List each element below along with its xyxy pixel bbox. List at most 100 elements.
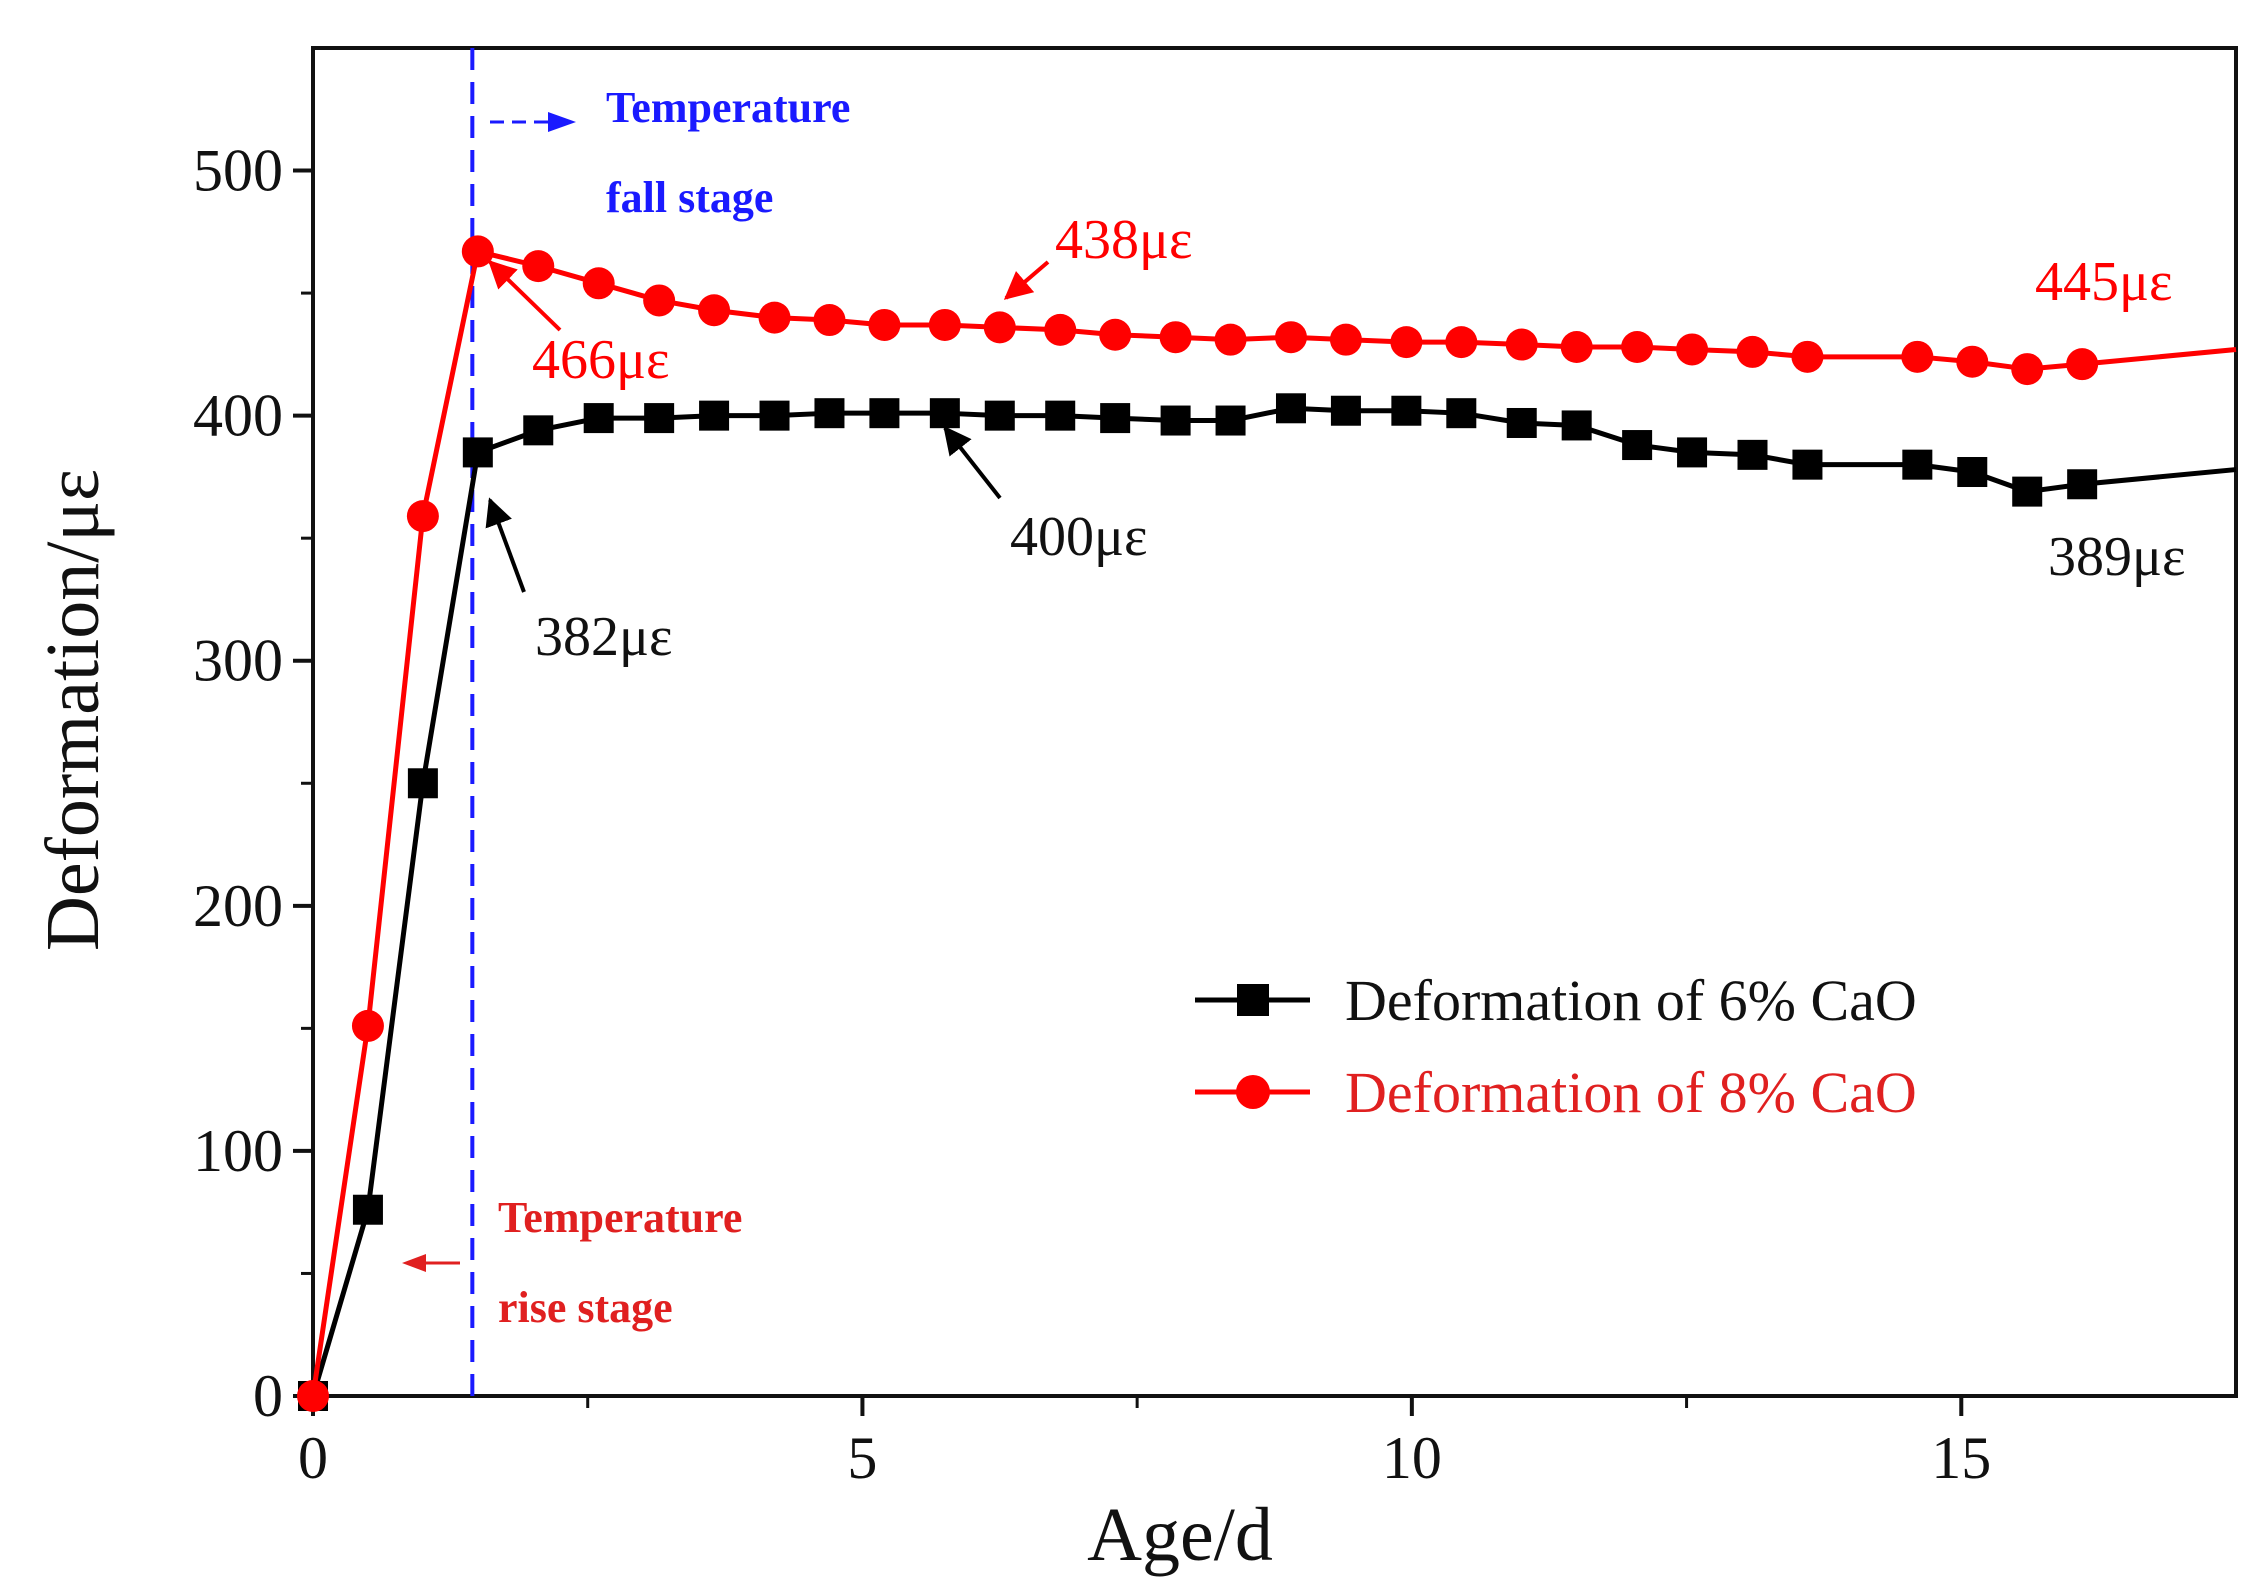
data-point [1622, 430, 1653, 461]
data-point [928, 308, 961, 341]
legend-swatch-marker-6pct [1237, 984, 1269, 1016]
stage-fall-line2: fall stage [606, 173, 773, 222]
data-point [1100, 403, 1131, 434]
annotation-466: 466με [532, 329, 670, 391]
data-point [1215, 405, 1246, 436]
data-point [1045, 400, 1076, 431]
data-point [1901, 340, 1934, 373]
series-layer [297, 235, 2237, 1412]
data-point [352, 1194, 383, 1225]
data-point [523, 415, 554, 446]
x-tick-label: 0 [298, 1425, 328, 1491]
data-point [1446, 398, 1477, 429]
data-point [522, 250, 555, 283]
data-point [1792, 449, 1823, 480]
data-point [1560, 331, 1593, 364]
data-point [1676, 333, 1709, 366]
data-point [644, 403, 675, 434]
series-8pct [297, 235, 2237, 1412]
data-point [1621, 331, 1654, 364]
stage-rise-line2: rise stage [498, 1283, 673, 1332]
data-point [643, 284, 676, 317]
legend-item-8pct: Deformation of 8% CaO [1195, 1060, 1917, 1125]
data-point [758, 301, 791, 334]
annotation-400: 400με [1010, 506, 1148, 568]
data-point [699, 400, 730, 431]
legend-label-8pct: Deformation of 8% CaO [1345, 1060, 1917, 1125]
legend: Deformation of 6% CaO Deformation of 8% … [1195, 968, 1917, 1125]
data-point [1214, 323, 1247, 356]
annotation-arrow-382 [485, 497, 526, 593]
plot-border [311, 46, 2238, 1398]
data-point [1274, 321, 1307, 354]
y-tick-label: 500 [193, 138, 283, 204]
y-axis: 0 100 200 300 400 500 [193, 138, 313, 1429]
data-point [582, 267, 615, 300]
data-point [2066, 348, 2099, 381]
data-point [869, 398, 900, 429]
data-point [1791, 340, 1824, 373]
data-point [1329, 323, 1362, 356]
y-axis-title: Deformation/με [31, 469, 115, 951]
stage-rise-arrowhead [402, 1254, 426, 1272]
data-point [2067, 469, 2098, 500]
data-point [759, 400, 790, 431]
stage-fall-line1: Temperature [606, 83, 850, 132]
data-point [462, 437, 493, 468]
data-point [583, 403, 614, 434]
data-point [929, 398, 960, 429]
legend-swatch-marker-8pct [1236, 1075, 1270, 1109]
data-point [1902, 449, 1933, 480]
stage-rise-label: Temperature rise stage [402, 1193, 742, 1332]
data-point [1044, 313, 1077, 346]
y-tick-label: 300 [193, 628, 283, 694]
data-point [698, 294, 731, 327]
series-6pct [298, 393, 2237, 1411]
annotation-389: 389με [2048, 526, 2186, 588]
annotation-arrow-466 [487, 260, 562, 332]
data-point [1505, 328, 1538, 361]
data-point [1275, 393, 1306, 424]
y-tick-label: 400 [193, 383, 283, 449]
annotation-445: 445με [2035, 251, 2173, 313]
annotation-438: 438με [1055, 209, 1193, 271]
data-point [813, 304, 846, 337]
data-point [1957, 457, 1988, 488]
y-tick-label: 100 [193, 1118, 283, 1184]
x-tick-label: 5 [847, 1425, 877, 1491]
x-tick-label: 10 [1382, 1425, 1442, 1491]
annotation-arrow-400 [943, 425, 1002, 500]
stage-fall-arrowhead [548, 112, 576, 132]
stage-rise-line1: Temperature [498, 1193, 742, 1242]
x-axis: 0 5 10 15 [298, 1396, 1991, 1491]
data-point [1445, 326, 1478, 359]
x-axis-title: Age/d [1087, 1493, 1273, 1577]
data-point [461, 235, 494, 268]
data-point [406, 500, 439, 533]
data-point [297, 1380, 329, 1412]
stage-fall-label: Temperature fall stage [490, 83, 850, 222]
data-point [1160, 405, 1191, 436]
series-line [310, 405, 2237, 1397]
data-point [1956, 345, 1989, 378]
data-point [1159, 321, 1192, 354]
annotation-382: 382με [535, 606, 673, 668]
data-point [1736, 335, 1769, 368]
data-point [1390, 326, 1423, 359]
x-tick-label: 15 [1931, 1425, 1991, 1491]
data-point [2012, 476, 2043, 507]
data-point [1099, 318, 1132, 351]
legend-item-6pct: Deformation of 6% CaO [1195, 968, 1917, 1033]
data-point [1561, 410, 1592, 441]
data-point [351, 1009, 384, 1042]
plot-frame [311, 46, 2238, 1398]
y-tick-label: 0 [253, 1363, 283, 1429]
data-point [1506, 407, 1537, 438]
legend-label-6pct: Deformation of 6% CaO [1345, 968, 1917, 1033]
data-point [814, 398, 845, 429]
data-point [1677, 437, 1708, 468]
data-point [984, 400, 1015, 431]
data-point [1737, 439, 1768, 470]
annotation-arrow-438 [1003, 260, 1050, 300]
